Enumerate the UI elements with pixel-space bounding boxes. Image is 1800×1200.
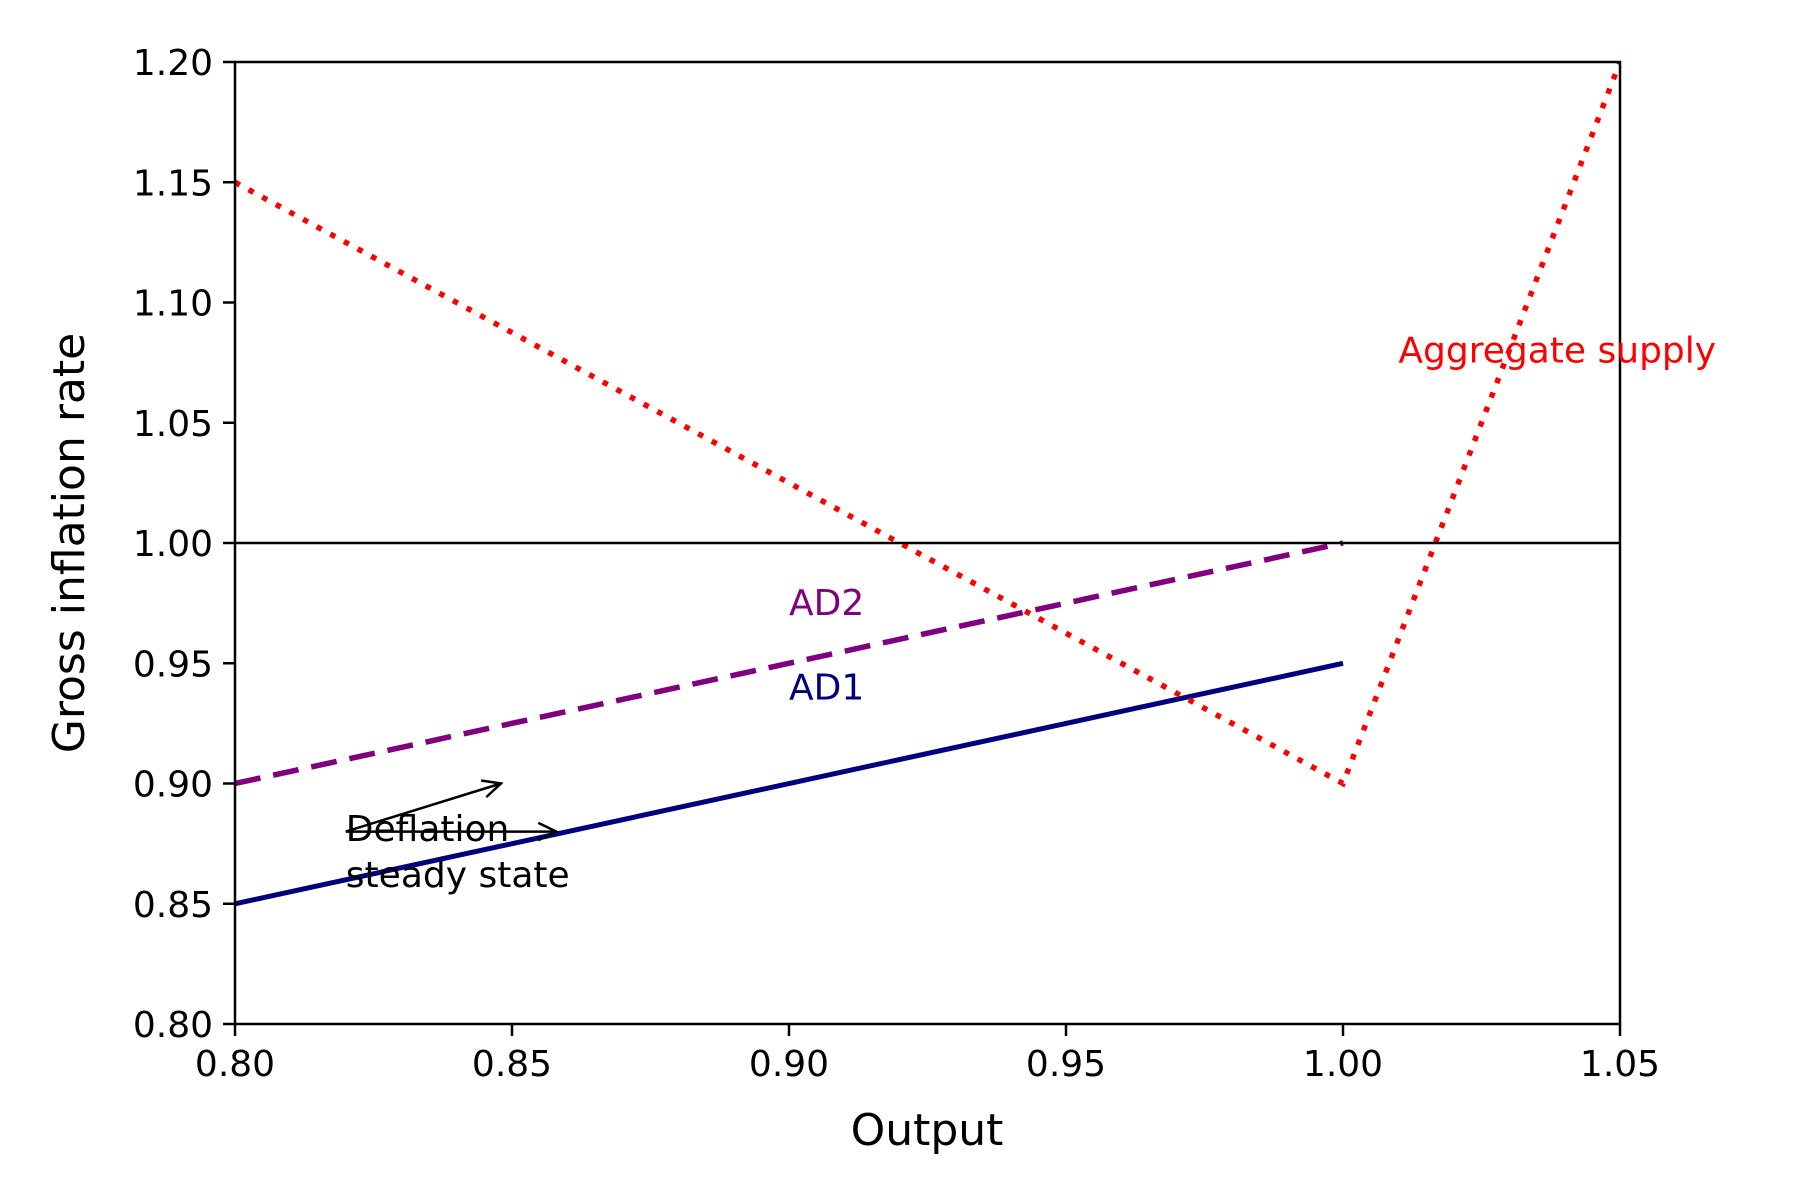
x-tick-label: 0.80 — [195, 1044, 275, 1085]
ad1-line — [235, 660, 1344, 907]
x-tick-label: 1.05 — [1580, 1044, 1660, 1085]
x-tick-label: 1.00 — [1303, 1044, 1383, 1085]
y-tick-label: 0.85 — [133, 885, 213, 926]
y-axis-title: Gross inflation rate — [44, 333, 95, 753]
x-tick-label: 0.85 — [472, 1044, 552, 1085]
y-tick-label: 0.80 — [133, 1005, 213, 1046]
deflation-label-1: Deflation — [346, 809, 510, 850]
y-tick-label: 1.00 — [133, 524, 213, 565]
y-tick-label: 0.90 — [133, 765, 213, 806]
x-tick-label: 0.90 — [749, 1044, 829, 1085]
y-tick-label: 1.20 — [133, 43, 213, 84]
as-label: Aggregate supply — [1398, 331, 1716, 372]
x-axis-title: Output — [851, 1105, 1004, 1156]
aggregate-supply-line — [235, 62, 1620, 788]
arrow-to-ad1 — [345, 821, 560, 842]
deflation-label-2: steady state — [346, 855, 570, 896]
y-tick-label: 1.10 — [133, 284, 213, 325]
y-tick-label: 0.95 — [133, 644, 213, 685]
ad2-label: AD2 — [789, 583, 864, 624]
y-tick-label: 1.05 — [133, 404, 213, 445]
y-tick-label: 1.15 — [133, 163, 213, 204]
x-tick-label: 0.95 — [1026, 1044, 1106, 1085]
ad1-label: AD1 — [789, 667, 864, 708]
arrow-to-ad2 — [345, 779, 504, 833]
ad2-line — [235, 540, 1344, 787]
